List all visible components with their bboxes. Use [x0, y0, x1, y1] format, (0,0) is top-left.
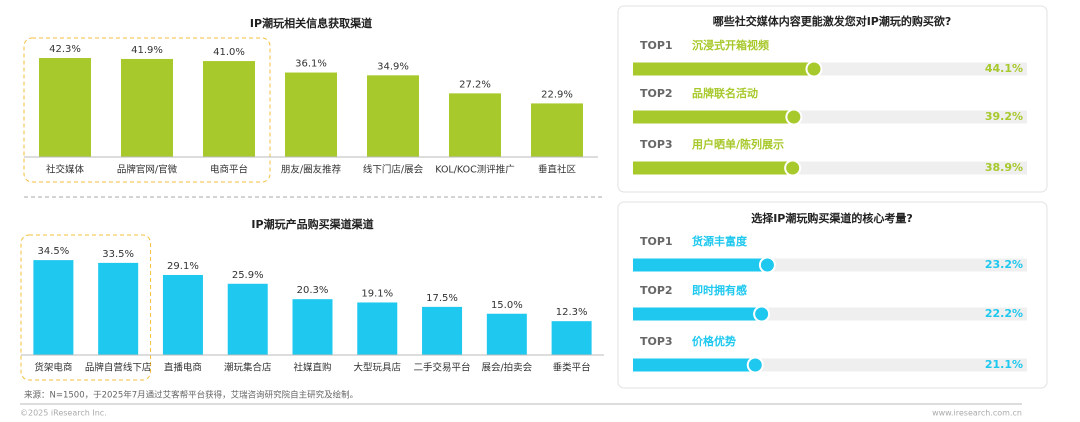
bar: [285, 72, 337, 157]
highlight-box: [23, 37, 271, 183]
x-tick-label: 电商平台: [210, 164, 248, 176]
value-label: 19.1%: [361, 288, 393, 299]
value-label: 29.1%: [167, 261, 199, 272]
source-note: 来源：N=1500，于2025年7月通过艾客帮平台获得，艾瑞咨询研究院自主研究及…: [24, 390, 358, 401]
rank-label: TOP3: [640, 138, 673, 151]
x-tick-label: KOL/KOC测评推广: [435, 164, 515, 176]
copyright: ©2025 iResearch Inc.: [20, 409, 107, 418]
bar: [162, 274, 203, 355]
x-tick-label: 社交媒体: [46, 164, 85, 176]
value-label: 36.1%: [295, 59, 327, 70]
bar: [633, 110, 794, 124]
value-label: 41.9%: [131, 45, 163, 56]
value-label: 20.3%: [297, 285, 329, 296]
bar: [531, 103, 583, 157]
bar: [633, 358, 756, 372]
highlight-box: [20, 234, 152, 381]
value-label: 23.2%: [985, 258, 1023, 271]
bar-knob: [805, 60, 823, 78]
category-label: 用户晒单/陈列展示: [692, 137, 784, 151]
category-label: 沉浸式开箱视频: [692, 38, 769, 52]
x-tick-label: 线下门店/展会: [363, 164, 424, 176]
panel: [617, 5, 1048, 193]
value-label: 27.2%: [459, 79, 491, 90]
bar: [227, 283, 268, 355]
x-tick-label: 展会/拍卖会: [481, 362, 532, 374]
x-tick-label: 品牌自营线下店: [85, 362, 152, 374]
x-tick-label: 大型玩具店: [354, 362, 402, 374]
rank-label: TOP1: [640, 235, 673, 248]
bar: [33, 260, 74, 355]
value-label: 34.9%: [377, 61, 409, 72]
chart-title: 哪些社交媒体内容更能激发您对IP潮玩的购买欲?: [713, 14, 952, 28]
bar: [292, 299, 333, 355]
rank-label: TOP2: [640, 284, 673, 297]
bar: [449, 93, 501, 157]
rank-label: TOP2: [640, 87, 673, 100]
bar: [486, 313, 527, 355]
rank-label: TOP1: [640, 39, 673, 52]
value-label: 15.0%: [491, 300, 523, 311]
bar: [203, 61, 255, 158]
bar-knob: [784, 159, 802, 177]
chart-title: IP潮玩产品购买渠道渠道: [251, 217, 373, 231]
x-tick-label: 朋友/圈友推荐: [281, 164, 342, 176]
bar: [422, 306, 463, 355]
value-label: 42.3%: [49, 44, 81, 55]
value-label: 34.5%: [37, 246, 69, 257]
bar: [98, 262, 139, 355]
x-tick-label: 二手交易平台: [414, 362, 471, 374]
bar-knob: [785, 108, 803, 126]
value-label: 22.9%: [541, 89, 573, 100]
category-label: 品牌联名活动: [692, 86, 758, 100]
category-label: 即时拥有感: [692, 283, 747, 297]
x-tick-label: 社媒直购: [293, 362, 331, 374]
bar: [367, 75, 419, 157]
x-tick-label: 直播电商: [164, 362, 202, 374]
bar-knob: [753, 305, 771, 323]
value-label: 39.2%: [985, 110, 1023, 123]
value-label: 33.5%: [102, 249, 134, 260]
rank-label: TOP3: [640, 335, 673, 348]
value-label: 22.2%: [985, 307, 1023, 320]
website: www.iresearch.com.cn: [932, 409, 1022, 418]
bar: [633, 258, 768, 272]
value-label: 25.9%: [232, 270, 264, 281]
bar: [121, 58, 173, 158]
x-tick-label: 品牌官网/官微: [117, 164, 178, 176]
x-tick-label: 潮玩集合店: [224, 362, 272, 374]
chart-title: 选择IP潮玩购买渠道的核心考量?: [751, 211, 913, 225]
x-tick-label: 垂直社区: [538, 164, 577, 176]
bar: [551, 321, 592, 355]
bar: [633, 161, 793, 175]
x-tick-label: 货架电商: [34, 362, 72, 374]
value-label: 12.3%: [556, 307, 588, 318]
value-label: 38.9%: [985, 161, 1023, 174]
value-label: 44.1%: [985, 62, 1023, 75]
bar: [633, 307, 762, 321]
bar-knob: [746, 356, 764, 374]
bar: [357, 302, 398, 355]
value-label: 41.0%: [213, 47, 245, 58]
chart-title: IP潮玩相关信息获取渠道: [250, 16, 372, 30]
category-label: 价格优势: [692, 334, 736, 348]
panel: [617, 201, 1048, 389]
bar-knob: [758, 256, 776, 274]
value-label: 21.1%: [985, 358, 1023, 371]
category-label: 货源丰富度: [691, 234, 748, 248]
value-label: 17.5%: [426, 293, 458, 304]
bar: [39, 58, 91, 157]
bar: [633, 62, 814, 76]
x-tick-label: 垂类平台: [553, 362, 591, 374]
